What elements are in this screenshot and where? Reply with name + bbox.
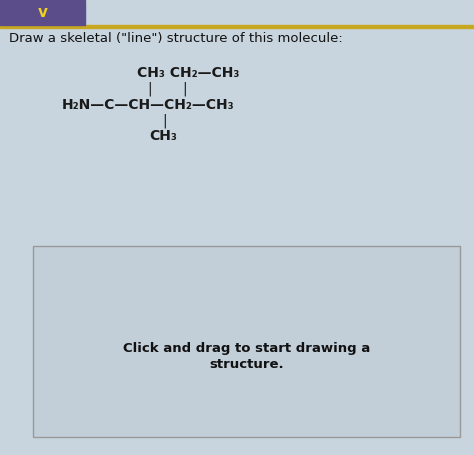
Text: Click and drag to start drawing a: Click and drag to start drawing a	[123, 342, 370, 354]
Bar	[33, 246, 460, 437]
Text: |: |	[147, 81, 152, 96]
Text: |: |	[163, 113, 167, 128]
Bar	[0, 25, 474, 28]
Text: Draw a skeletal ("line") structure of this molecule:: Draw a skeletal ("line") structure of th…	[9, 32, 343, 45]
Text: CH₃ CH₂—CH₃: CH₃ CH₂—CH₃	[137, 66, 240, 80]
Text: |: |	[182, 81, 187, 96]
Text: H₂N—C—CH—CH₂—CH₃: H₂N—C—CH—CH₂—CH₃	[62, 98, 234, 111]
Text: CH₃: CH₃	[149, 130, 177, 143]
Text: v: v	[37, 5, 48, 20]
Text: structure.: structure.	[209, 358, 284, 370]
Bar	[0, 0, 85, 25]
